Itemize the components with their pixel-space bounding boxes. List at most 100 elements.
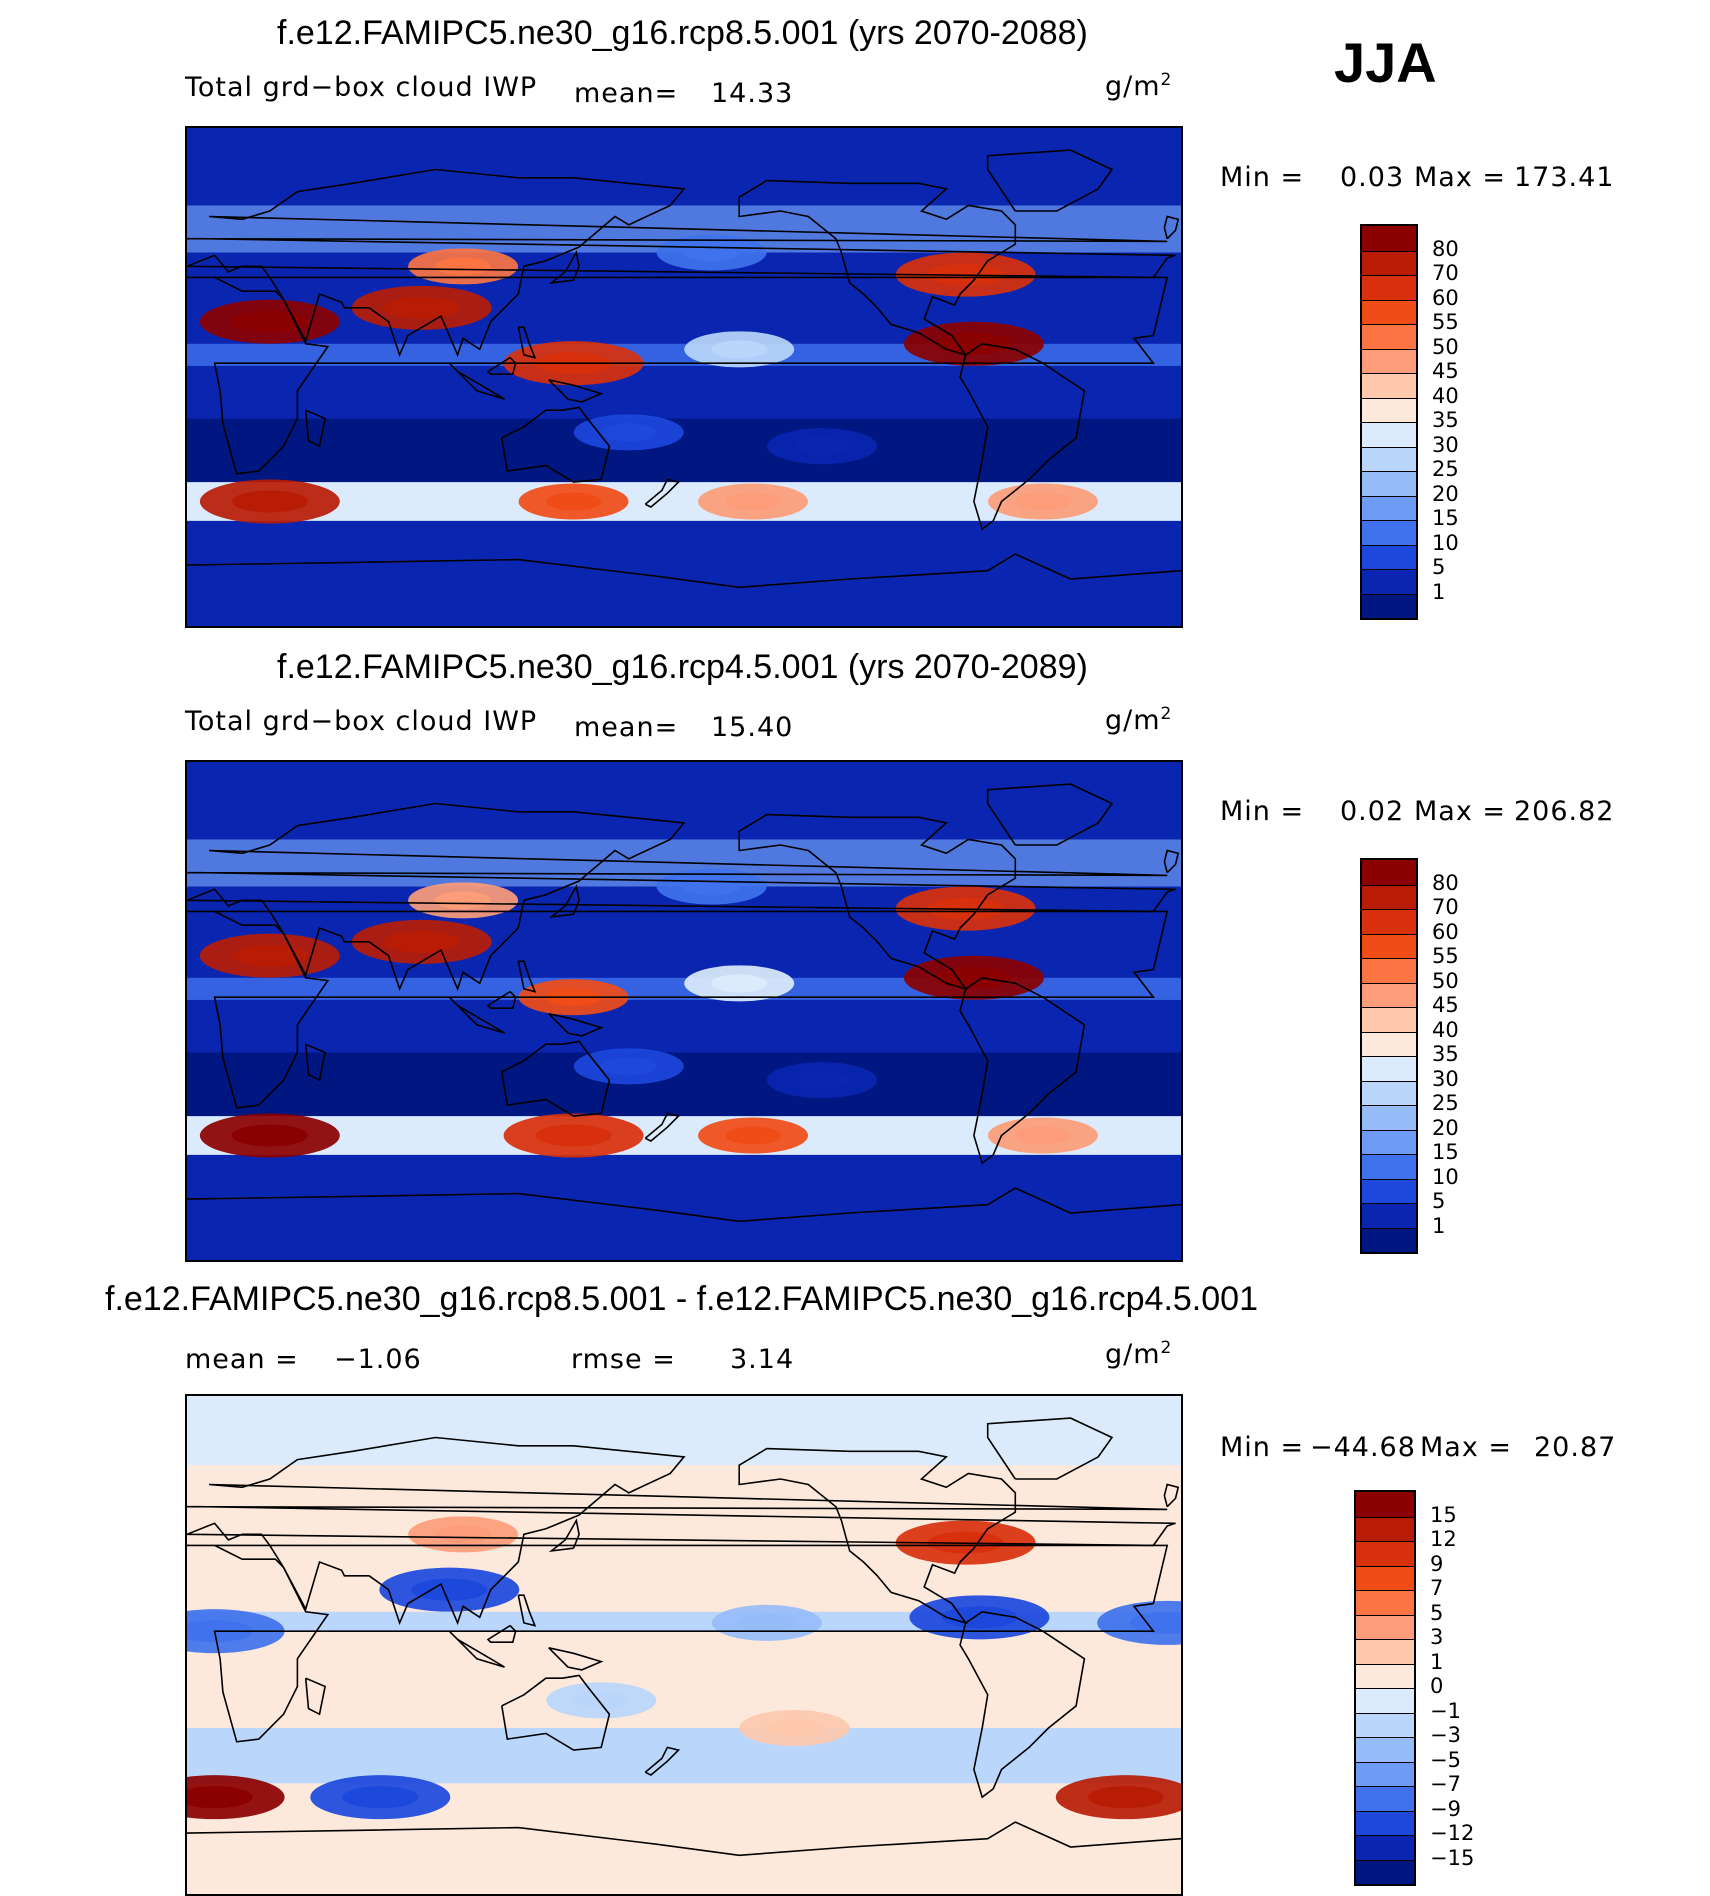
colorbar-swatch: [1362, 1080, 1416, 1105]
coastline: [959, 342, 1086, 531]
colorbar-tick-label: 5: [1430, 1600, 1444, 1625]
colorbar-tick-label: 1: [1432, 579, 1446, 604]
data-blob-core: [231, 310, 308, 333]
panel-1-title: f.e12.FAMIPC5.ne30_g16.rcp8.5.001 (yrs 2…: [277, 14, 1088, 52]
panel-3-min-label: Min =: [1220, 1432, 1305, 1463]
panel-3-title: f.e12.FAMIPC5.ne30_g16.rcp8.5.001 - f.e1…: [105, 1280, 1258, 1318]
colorbar-tick-label: 3: [1430, 1625, 1444, 1649]
colorbar-swatch: [1362, 446, 1416, 471]
coastline: [644, 1746, 681, 1776]
panel-2-colorbar: [1360, 858, 1418, 1254]
coastline: [448, 996, 505, 1034]
data-blob-core: [573, 1691, 630, 1710]
colorbar-tick-label: 60: [1432, 285, 1459, 310]
panel-2-max-label: Max =: [1414, 796, 1507, 827]
coastline: [486, 990, 517, 1009]
panel-1-max-label: Max =: [1414, 162, 1507, 193]
colorbar-swatch: [1356, 1786, 1414, 1811]
colorbar-swatch: [1356, 1541, 1414, 1566]
coastline: [486, 1624, 517, 1643]
data-blob-core: [231, 944, 308, 967]
colorbar-swatch: [1362, 397, 1416, 422]
data-blob-core: [411, 1578, 488, 1601]
colorbar-tick-label: 5: [1432, 1189, 1446, 1213]
map-background: [187, 762, 1181, 1260]
data-blob-core: [794, 437, 851, 456]
data-blob-core: [683, 877, 740, 896]
data-blob-core: [725, 1126, 782, 1145]
panel-2-min-value: 0.02: [1340, 796, 1405, 827]
panel-2-units: g/m2: [1105, 704, 1173, 736]
colorbar-tick-label: 0: [1430, 1674, 1444, 1698]
colorbar-tick-label: −12: [1430, 1821, 1475, 1845]
colorbar-tick-label: 1: [1430, 1649, 1444, 1674]
colorbar-swatch: [1356, 1516, 1414, 1541]
coastline: [986, 1417, 1114, 1480]
colorbar-tick-label: 20: [1432, 481, 1459, 506]
coastline: [187, 1821, 1181, 1857]
colorbar-swatch: [1362, 958, 1416, 983]
coastline: [986, 149, 1114, 212]
colorbar-tick-label: 45: [1432, 359, 1459, 383]
colorbar-tick-label: 50: [1432, 968, 1459, 993]
data-blob-core: [683, 243, 740, 262]
colorbar-swatch: [1356, 1590, 1414, 1615]
colorbar-tick-label: 15: [1430, 1502, 1457, 1527]
data-blob-core: [935, 966, 1012, 989]
data-blob-core: [545, 492, 602, 511]
panel-2-mean-label: mean=: [574, 712, 679, 743]
colorbar-tick-label: −5: [1430, 1747, 1461, 1772]
colorbar-swatch: [1356, 1737, 1414, 1762]
colorbar-tick-label: 60: [1432, 919, 1459, 944]
data-blob-core: [794, 1071, 851, 1090]
data-blob-core: [435, 891, 492, 910]
coastline: [959, 976, 1086, 1165]
colorbar-tick-label: 35: [1432, 408, 1459, 432]
data-blob-core: [383, 296, 460, 319]
data-blob-core: [1014, 492, 1071, 511]
colorbar-tick-label: 35: [1432, 1042, 1459, 1066]
colorbar-tick-label: 50: [1432, 334, 1459, 359]
colorbar-swatch: [1362, 471, 1416, 496]
map-background: [187, 1396, 1181, 1894]
data-blob-core: [435, 257, 492, 276]
colorbar-tick-label: 40: [1432, 1017, 1459, 1042]
colorbar-tick-label: 80: [1432, 870, 1459, 895]
colorbar-tick-label: 12: [1430, 1527, 1457, 1551]
data-blob-core: [383, 930, 460, 953]
coastline: [187, 1187, 1181, 1223]
map-background: [187, 128, 1181, 626]
panel-2-variable: Total grd−box cloud IWP: [185, 706, 538, 737]
coastline: [448, 362, 505, 400]
colorbar-tick-label: 10: [1432, 530, 1459, 555]
colorbar-swatch: [1356, 1614, 1414, 1639]
panel-1-units: g/m2: [1105, 70, 1173, 102]
colorbar-swatch: [1356, 1565, 1414, 1590]
coastline: [548, 1647, 604, 1671]
colorbar-swatch: [1362, 348, 1416, 373]
panel-3-colorbar: [1354, 1490, 1416, 1886]
colorbar-swatch: [1362, 1178, 1416, 1203]
arctic-band: [187, 1396, 1181, 1466]
colorbar-tick-label: 30: [1432, 1066, 1459, 1091]
colorbar-swatch: [1362, 275, 1416, 300]
colorbar-swatch: [1356, 1492, 1414, 1517]
coastline: [448, 1630, 505, 1668]
coastline: [304, 1043, 327, 1082]
colorbar-swatch: [1362, 1154, 1416, 1179]
colorbar-swatch: [1362, 373, 1416, 398]
coastline: [187, 802, 1176, 992]
colorbar-tick-label: 20: [1432, 1115, 1459, 1140]
coastline: [501, 1040, 611, 1117]
panel-3-units: g/m2: [1105, 1338, 1173, 1370]
panel-1-min-label: Min =: [1220, 162, 1305, 193]
colorbar-tick-label: 25: [1432, 457, 1459, 481]
panel-3-max-label: Max =: [1420, 1432, 1513, 1463]
colorbar-swatch: [1362, 544, 1416, 569]
colorbar-swatch: [1362, 495, 1416, 520]
panel-3-map: [185, 1394, 1183, 1896]
colorbar-tick-label: 7: [1430, 1576, 1444, 1600]
panel-2-min-label: Min =: [1220, 796, 1305, 827]
coastline: [959, 1610, 1086, 1799]
coastline: [1163, 1483, 1180, 1508]
